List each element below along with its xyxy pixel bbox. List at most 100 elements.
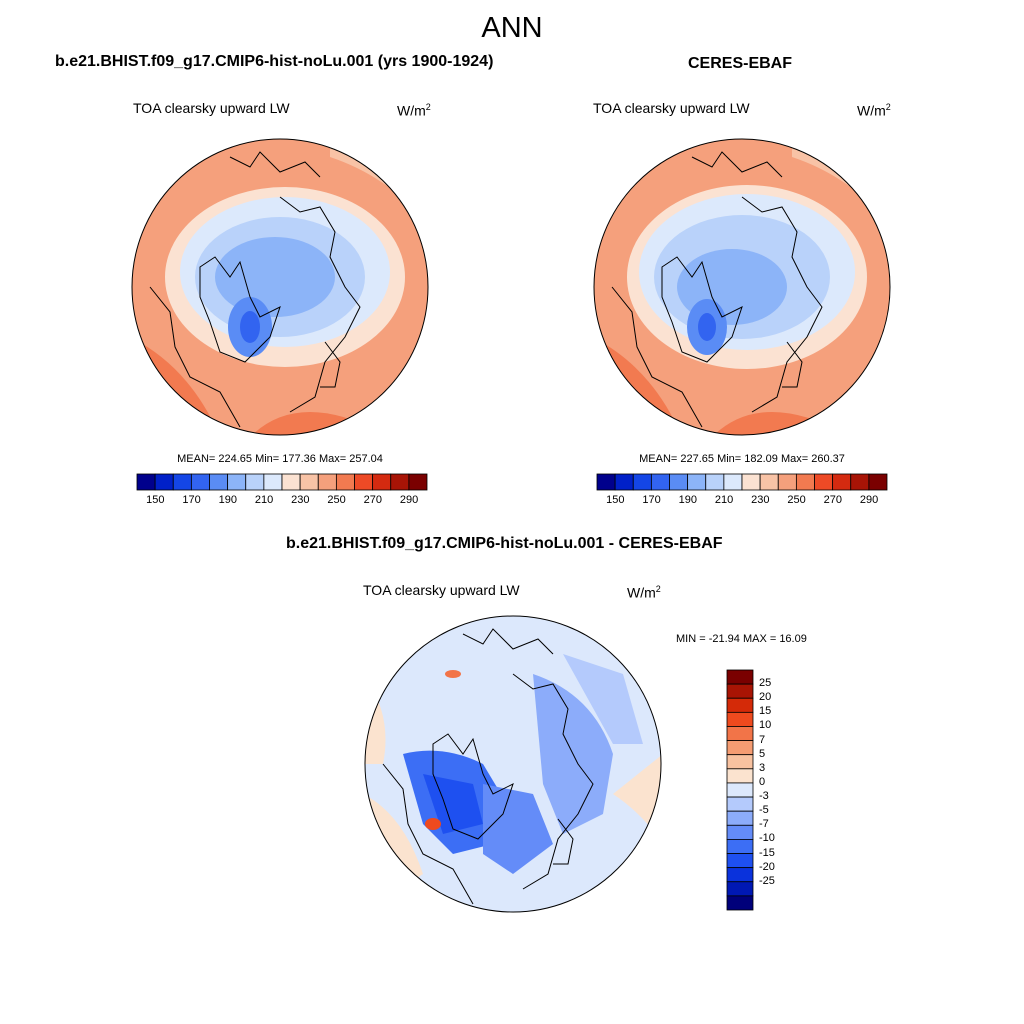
colorbar-tick-label: 150 xyxy=(146,494,165,506)
colorbar-box xyxy=(726,669,754,685)
colorbar-box xyxy=(209,473,229,491)
colorbar-box xyxy=(263,473,283,491)
colorbar-tick-label: 25 xyxy=(759,677,772,690)
obs-colorbar-boxes xyxy=(596,473,888,491)
colorbar-tick-label: 210 xyxy=(254,494,274,506)
colorbar-tick-label: -10 xyxy=(759,832,775,845)
colorbar-tick-label: -15 xyxy=(759,846,775,859)
colorbar-box xyxy=(281,473,301,491)
model-colorbar-ticks: 150 170 190 210 230 250 270 290 xyxy=(137,494,427,508)
model-stats: MEAN= 224.65 Min= 177.36 Max= 257.04 xyxy=(177,453,383,465)
colorbar-box xyxy=(726,867,754,883)
colorbar-box xyxy=(726,839,754,854)
colorbar-tick-label: 230 xyxy=(751,494,770,506)
model-panel-title: b.e21.BHIST.f09_g17.CMIP6-hist-noLu.001 … xyxy=(55,53,494,70)
colorbar-box xyxy=(723,473,743,491)
colorbar-box xyxy=(705,473,725,491)
obs-units-label: W/m2 xyxy=(857,102,891,119)
season-title: ANN xyxy=(481,12,543,44)
colorbar-tick-label: -3 xyxy=(759,790,769,803)
colorbar-tick-label: 5 xyxy=(759,747,766,760)
model-colorbar-boxes xyxy=(136,473,428,491)
colorbar-box xyxy=(596,473,616,491)
colorbar-tick-label: 250 xyxy=(327,494,346,506)
colorbar-box xyxy=(632,473,652,491)
obs-colorbar xyxy=(596,473,888,491)
model-polar-map xyxy=(131,138,429,436)
model-variable-label: TOA clearsky upward LW xyxy=(133,100,290,116)
colorbar-box xyxy=(795,473,815,491)
colorbar-box xyxy=(614,473,634,491)
colorbar-box xyxy=(726,782,754,798)
colorbar-tick-label: 7 xyxy=(759,733,766,746)
colorbar-box xyxy=(408,473,428,491)
colorbar-tick-label: -20 xyxy=(759,860,775,873)
colorbar-box xyxy=(814,473,834,491)
colorbar-tick-label: 170 xyxy=(182,494,201,506)
diff-colorbar-ticks: 25 20 15 10 7 5 3 0 -3 -5 -7 -10 -15 -20 -25 xyxy=(759,670,799,910)
colorbar-box xyxy=(726,740,754,756)
colorbar-tick-label: -25 xyxy=(759,874,775,887)
colorbar-tick-label: 190 xyxy=(678,494,697,506)
obs-panel-title: CERES-EBAF xyxy=(688,55,793,72)
colorbar-box xyxy=(741,473,761,491)
colorbar-box xyxy=(390,473,410,491)
colorbar-box xyxy=(850,473,870,491)
colorbar-tick-label: 3 xyxy=(759,761,766,774)
colorbar-box xyxy=(687,473,707,491)
colorbar-box xyxy=(726,796,754,812)
diff-polar-map xyxy=(364,615,662,913)
colorbar-box xyxy=(190,473,210,491)
colorbar-tick-label: 150 xyxy=(606,494,625,506)
colorbar-box xyxy=(726,711,754,727)
colorbar-box xyxy=(245,473,265,491)
colorbar-tick-label: 15 xyxy=(759,705,772,718)
colorbar-box xyxy=(136,473,156,491)
diff-variable-label: TOA clearsky upward LW xyxy=(363,582,520,598)
colorbar-tick-label: 290 xyxy=(859,494,879,506)
colorbar-box xyxy=(726,754,754,770)
colorbar-box xyxy=(726,895,754,911)
colorbar-tick-label: 170 xyxy=(642,494,661,506)
colorbar-tick-label: 0 xyxy=(759,775,766,788)
colorbar-box xyxy=(726,810,754,826)
colorbar-tick-label: 10 xyxy=(759,719,772,732)
colorbar-box xyxy=(726,683,754,699)
colorbar-box xyxy=(317,473,337,491)
diff-colorbar xyxy=(726,669,754,911)
colorbar-tick-label: -5 xyxy=(759,804,769,817)
colorbar-box xyxy=(777,473,797,491)
colorbar-tick-label: 190 xyxy=(218,494,237,506)
colorbar-box xyxy=(726,726,754,741)
colorbar-box xyxy=(759,473,779,491)
colorbar-box xyxy=(726,697,754,713)
colorbar-box xyxy=(726,824,754,840)
colorbar-box xyxy=(335,473,355,491)
colorbar-box xyxy=(650,473,670,491)
colorbar-box xyxy=(832,473,852,491)
obs-stats: MEAN= 227.65 Min= 182.09 Max= 260.37 xyxy=(639,453,845,465)
colorbar-tick-label: -7 xyxy=(759,818,769,831)
colorbar-tick-label: 230 xyxy=(291,494,310,506)
diff-colorbar-boxes xyxy=(726,669,754,911)
colorbar-box xyxy=(726,881,754,897)
colorbar-box xyxy=(726,853,754,869)
obs-variable-label: TOA clearsky upward LW xyxy=(593,100,750,116)
colorbar-tick-label: 250 xyxy=(787,494,806,506)
colorbar-tick-label: 290 xyxy=(399,494,419,506)
colorbar-tick-label: 270 xyxy=(363,494,382,506)
colorbar-box xyxy=(172,473,192,491)
colorbar-box xyxy=(354,473,374,491)
diff-units-label: W/m2 xyxy=(627,584,661,601)
obs-polar-map xyxy=(593,138,891,436)
colorbar-box xyxy=(372,473,392,491)
colorbar-box xyxy=(669,473,689,491)
colorbar-tick-label: 20 xyxy=(759,691,772,704)
colorbar-tick-label: 270 xyxy=(823,494,842,506)
colorbar-box xyxy=(227,473,247,491)
diff-stats: MIN = -21.94 MAX = 16.09 xyxy=(676,633,807,645)
colorbar-box xyxy=(868,473,888,491)
colorbar-tick-label: 210 xyxy=(714,494,734,506)
colorbar-box xyxy=(299,473,319,491)
diff-panel-title: b.e21.BHIST.f09_g17.CMIP6-hist-noLu.001 … xyxy=(286,535,723,552)
